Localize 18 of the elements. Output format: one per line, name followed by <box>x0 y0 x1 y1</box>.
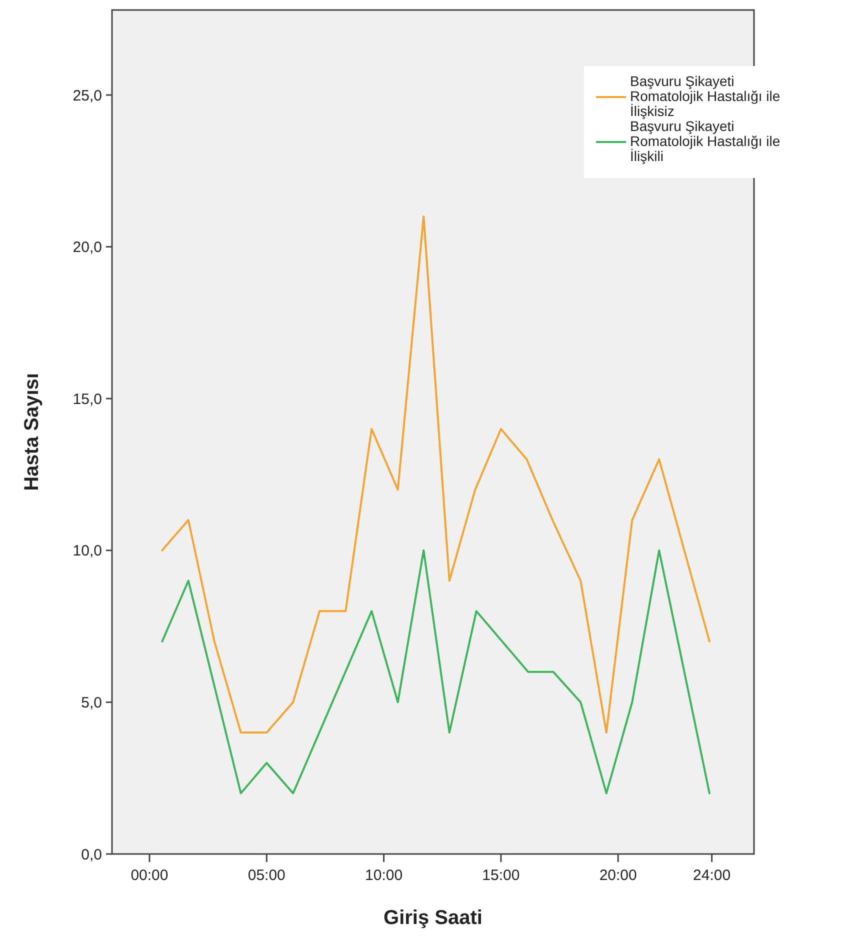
x-tick-label: 15:00 <box>482 867 520 884</box>
legend-label: Başvuru Şikayeti Romatolojik Hastalığı ile İlişkili <box>630 118 780 164</box>
y-tick-label: 10,0 <box>72 542 102 560</box>
line-series <box>161 549 710 794</box>
y-axis-title: Hasta Sayısı <box>21 373 43 491</box>
y-tick-label: 15,0 <box>72 390 102 408</box>
y-tick-label: 20,0 <box>72 239 102 256</box>
x-tick-label: 24:00 <box>693 867 731 884</box>
x-tick-label: 10:00 <box>365 867 403 884</box>
x-tick-label: 05:00 <box>248 867 286 884</box>
line-series <box>161 215 710 734</box>
x-axis-title: Giriş Saati <box>384 907 482 929</box>
x-tick-label: 00:00 <box>130 867 168 884</box>
y-tick-label: 5,0 <box>81 694 102 712</box>
x-tick-label: 20:00 <box>599 867 637 884</box>
y-tick-label: 25,0 <box>72 87 102 104</box>
legend-label: Başvuru Şikayeti Romatolojik Hastalığı ile İlişkisiz <box>630 73 780 119</box>
y-tick-label: 0,0 <box>81 846 102 864</box>
